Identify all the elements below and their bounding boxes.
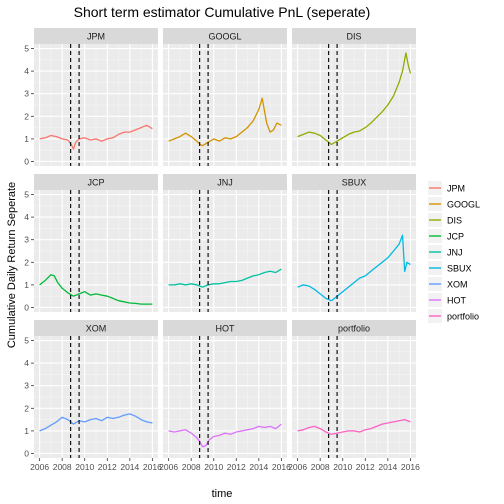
- strip-dis: [292, 28, 416, 44]
- y-tick-label: 1: [24, 426, 29, 436]
- series-line-jpm: [39, 124, 153, 150]
- facet-panels: JPM 0 1 2 3 4 5 GOOGL DIS JCP 0 1 2 3 4 5 JNJ SBUX XOM 0 1 2 3…: [24, 28, 420, 472]
- strip-jnj: [163, 174, 287, 190]
- y-tick-label: 4: [24, 358, 29, 368]
- legend-label: GOOGL: [447, 200, 480, 210]
- strip-jpm: [34, 28, 158, 44]
- y-tick-label: 1: [24, 280, 29, 290]
- series-line-sbux: [297, 234, 411, 302]
- x-tick-label: 2010: [333, 462, 352, 472]
- y-tick-label: 3: [24, 89, 29, 99]
- y-tick-label: 3: [24, 381, 29, 391]
- x-tick-label: 2010: [204, 462, 223, 472]
- x-tick-label: 2006: [30, 462, 49, 472]
- y-tick-label: 5: [24, 190, 29, 200]
- x-tick-label: 2014: [378, 462, 397, 472]
- strip-label-jnj: JNJ: [217, 178, 233, 188]
- y-tick-label: 0: [24, 302, 29, 312]
- legend-item-hot: HOT: [428, 293, 467, 307]
- legend: JPM GOOGL DIS JCP JNJ SBUX XOM HOT portfolio: [428, 181, 480, 323]
- x-tick-label: 2012: [227, 462, 246, 472]
- strip-label-portfolio: portfolio: [338, 324, 370, 334]
- y-tick-label: 2: [24, 257, 29, 267]
- strip-xom: [34, 320, 158, 336]
- series-line-jcp: [39, 274, 153, 305]
- y-tick-label: 2: [24, 111, 29, 121]
- panel-portfolio: portfolio 2006 2008 2010 2012 2014 2016: [288, 320, 420, 472]
- strip-jcp: [34, 174, 158, 190]
- x-tick-label: 2012: [356, 462, 375, 472]
- strip-label-hot: HOT: [216, 324, 236, 334]
- legend-label: DIS: [447, 216, 462, 226]
- series-line-dis: [297, 52, 412, 146]
- panel-googl: GOOGL: [163, 28, 287, 166]
- x-axis-title: time: [212, 488, 233, 500]
- x-tick-label: 2008: [311, 462, 330, 472]
- x-tick-label: 2016: [272, 462, 291, 472]
- legend-label: XOM: [447, 280, 468, 290]
- panel-dis: DIS: [292, 28, 416, 166]
- legend-item-jnj: JNJ: [428, 245, 463, 259]
- legend-label: JNJ: [447, 248, 463, 258]
- legend-item-googl: GOOGL: [428, 197, 480, 211]
- y-tick-label: 5: [24, 44, 29, 54]
- strip-label-jcp: JCP: [87, 178, 104, 188]
- strip-label-jpm: JPM: [87, 32, 105, 42]
- y-tick-label: 0: [24, 448, 29, 458]
- legend-item-dis: DIS: [428, 213, 462, 227]
- strip-sbux: [292, 174, 416, 190]
- legend-item-jcp: JCP: [428, 229, 464, 243]
- x-tick-label: 2008: [53, 462, 72, 472]
- legend-label: SBUX: [447, 264, 472, 274]
- panel-sbux: SBUX: [292, 174, 416, 312]
- legend-label: JCP: [447, 232, 464, 242]
- y-axis-title: Cumulative Daily Return Seperate: [6, 182, 18, 348]
- y-tick-label: 2: [24, 403, 29, 413]
- x-tick-label: 2006: [288, 462, 307, 472]
- series-line-googl: [168, 97, 282, 147]
- x-tick-label: 2006: [159, 462, 178, 472]
- series-line-portfolio: [297, 418, 411, 435]
- legend-label: JPM: [447, 184, 465, 194]
- panel-jnj: JNJ: [163, 174, 287, 312]
- strip-label-dis: DIS: [346, 32, 361, 42]
- y-tick-label: 5: [24, 336, 29, 346]
- y-tick-label: 4: [24, 212, 29, 222]
- x-tick-label: 2016: [401, 462, 420, 472]
- legend-item-sbux: SBUX: [428, 261, 472, 275]
- y-tick-label: 4: [24, 66, 29, 76]
- legend-item-portfolio: portfolio: [428, 309, 479, 323]
- strip-label-sbux: SBUX: [342, 178, 367, 188]
- strip-hot: [163, 320, 287, 336]
- legend-item-jpm: JPM: [428, 181, 465, 195]
- series-line-xom: [39, 413, 153, 432]
- panel-xom: XOM 0 1 2 3 4 5 2006 2008 2010 2012 2014 2016: [24, 320, 162, 472]
- x-tick-label: 2010: [75, 462, 94, 472]
- x-tick-label: 2014: [249, 462, 268, 472]
- x-tick-label: 2012: [98, 462, 117, 472]
- legend-label: portfolio: [447, 312, 479, 322]
- panel-hot: HOT 2006 2008 2010 2012 2014 2016: [159, 320, 291, 472]
- legend-item-xom: XOM: [428, 277, 468, 291]
- chart-title: Short term estimator Cumulative PnL (sep…: [74, 4, 371, 20]
- panel-jcp: JCP 0 1 2 3 4 5: [24, 174, 158, 312]
- x-tick-label: 2016: [143, 462, 162, 472]
- strip-googl: [163, 28, 287, 44]
- x-tick-label: 2014: [120, 462, 139, 472]
- x-tick-label: 2008: [182, 462, 201, 472]
- series-line-jnj: [168, 268, 282, 288]
- panel-jpm: JPM 0 1 2 3 4 5: [24, 28, 158, 166]
- y-tick-label: 0: [24, 156, 29, 166]
- legend-label: HOT: [447, 296, 467, 306]
- strip-label-googl: GOOGL: [208, 32, 241, 42]
- strip-label-xom: XOM: [86, 324, 107, 334]
- strip-portfolio: [292, 320, 416, 336]
- y-tick-label: 3: [24, 235, 29, 245]
- y-tick-label: 1: [24, 134, 29, 144]
- series-line-hot: [168, 423, 282, 448]
